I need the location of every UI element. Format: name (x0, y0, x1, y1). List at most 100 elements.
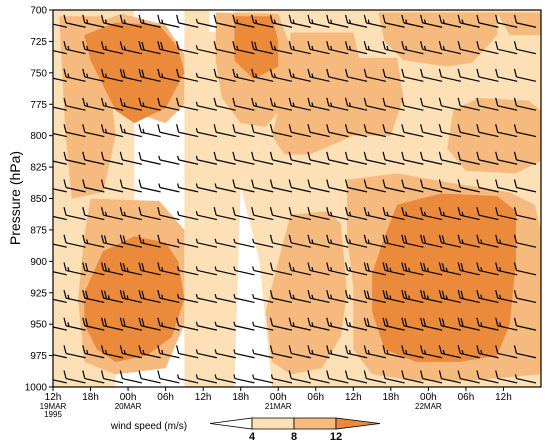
wind-barb (63, 234, 86, 248)
wind-barb (100, 97, 124, 111)
wind-barb (63, 207, 86, 221)
wind-barb (495, 68, 518, 82)
y-tick-label: 750 (30, 68, 47, 79)
wind-barb (513, 262, 537, 276)
wind-barb (438, 207, 462, 221)
wind-barb (269, 14, 293, 28)
wind-barb (251, 151, 274, 165)
wind-barb (177, 374, 199, 384)
wind-barb (401, 151, 424, 165)
wind-barb (363, 97, 386, 111)
wind-barb (326, 317, 349, 331)
wind-barb (513, 124, 537, 138)
wind-barb (119, 124, 142, 138)
y-tick-label: 900 (30, 257, 47, 268)
wind-barb (214, 293, 236, 304)
wind-barb (195, 72, 218, 82)
legend-label: wind speed (m/s) (110, 421, 187, 432)
wind-barb (138, 179, 161, 193)
wind-barb (401, 68, 424, 82)
wind-barb (307, 179, 330, 193)
legend-swatch (251, 417, 295, 430)
wind-barb (438, 151, 462, 165)
wind-barb (214, 183, 236, 193)
wind-barb (157, 317, 180, 331)
wind-barb (176, 345, 199, 359)
wind-barb (457, 234, 480, 248)
wind-barb (100, 317, 124, 331)
wind-barb (438, 289, 462, 304)
x-tick-sublabel: 1995 (44, 410, 62, 419)
wind-barb (513, 317, 537, 331)
wind-barb (232, 97, 255, 111)
wind-barb (382, 41, 405, 55)
wind-barb (438, 97, 462, 111)
wind-barb (307, 317, 330, 331)
wind-barb (288, 97, 311, 111)
wind-barb (420, 345, 443, 359)
wind-barb (119, 207, 142, 221)
wind-barb (420, 14, 443, 28)
wind-barb (158, 155, 180, 165)
wind-barb (53, 106, 67, 111)
wind-barb (100, 262, 124, 276)
y-axis: 700 725 750 775 800 825 850 875 900 925 950 975 1000 (25, 6, 53, 394)
wind-barb (252, 374, 274, 384)
legend-level-label: 4 (249, 431, 256, 443)
x-tick-label: 18h (82, 392, 99, 403)
wind-barb (214, 321, 236, 331)
wind-barb (495, 234, 518, 248)
wind-barb (382, 289, 405, 304)
wind-barb (420, 41, 443, 55)
wind-barb (53, 379, 67, 384)
wind-barb (307, 14, 330, 28)
wind-barb (63, 317, 86, 331)
wind-barb (363, 151, 386, 165)
wind-barb (382, 207, 405, 221)
wind-barb (138, 14, 161, 28)
wind-barb (177, 211, 199, 221)
wind-barb (420, 262, 443, 276)
wind-barb (495, 262, 518, 276)
wind-barb (307, 207, 330, 221)
wind-barb (214, 238, 236, 248)
wind-barb (100, 151, 124, 165)
wind-barb (119, 14, 142, 28)
wind-barb (307, 289, 330, 304)
wind-barb (252, 266, 274, 276)
wind-barb (119, 151, 142, 165)
wind-barb (100, 14, 124, 28)
wind-barb (213, 97, 236, 111)
wind-barb (53, 298, 67, 304)
wind-barb (363, 68, 386, 82)
wind-barb (251, 41, 274, 55)
wind-barb (233, 349, 255, 359)
wind-barb (251, 97, 274, 111)
wind-barb (63, 289, 86, 304)
wind-barb (476, 14, 499, 28)
wind-barb (495, 289, 518, 304)
wind-barb (269, 41, 293, 55)
wind-barb (195, 183, 218, 193)
wind-barb (288, 124, 311, 138)
wind-barb (307, 151, 330, 165)
wind-barb (63, 41, 86, 55)
x-tick-sublabel: 22MAR (415, 402, 442, 411)
wind-barb (82, 262, 105, 276)
wind-barb (344, 234, 368, 248)
wind-barb (288, 207, 311, 221)
wind-barb (420, 289, 443, 304)
wind-barb (158, 183, 180, 193)
wind-barb (513, 234, 537, 248)
wind-barb (401, 97, 424, 111)
wind-barb (53, 326, 67, 331)
wind-barb (382, 370, 405, 384)
wind-barb (476, 151, 499, 165)
wind-barb (401, 14, 424, 28)
wind-barb (157, 289, 180, 304)
wind-speed-region-8 (272, 32, 360, 155)
wind-barb (195, 374, 218, 384)
wind-barb (157, 97, 180, 111)
wind-barb (513, 41, 537, 55)
